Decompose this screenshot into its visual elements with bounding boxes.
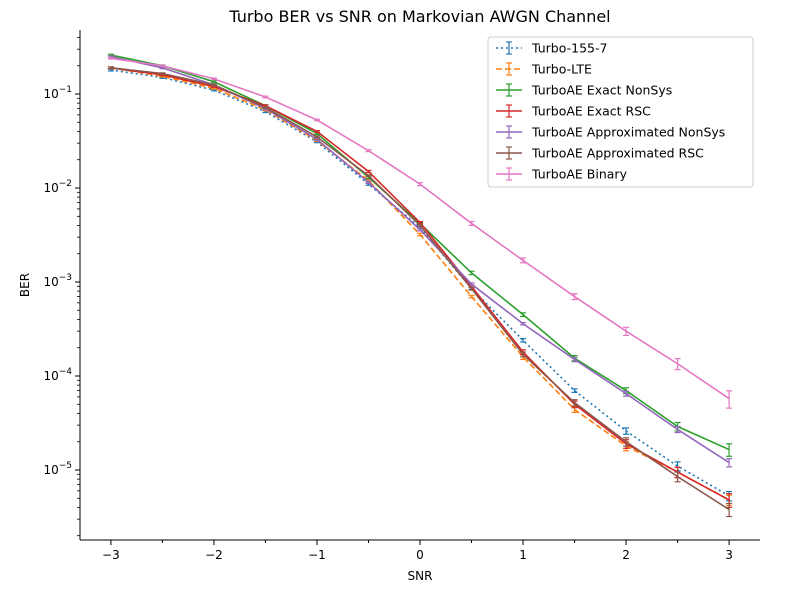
error-bar [571,293,578,301]
y-tick-label: 10−1 [43,85,72,101]
legend-item: TurboAE Exact NonSys [496,83,672,98]
legend-label: TurboAE Binary [531,167,628,182]
error-bar [210,80,217,84]
error-bar [365,174,372,178]
error-bar [468,294,475,299]
x-tick-label: −3 [102,548,120,562]
error-bar [210,77,217,81]
error-bar [313,130,320,133]
legend-label: TurboAE Exact RSC [531,104,651,119]
legend-item: TurboAE Binary [496,167,628,182]
error-bar [623,390,630,397]
error-bar [107,66,114,70]
error-bar [571,399,578,407]
error-bar [107,57,114,60]
error-bar [520,312,527,318]
error-bar [313,118,320,122]
error-bar [726,443,733,457]
error-bar [313,135,320,139]
error-bar [726,502,733,518]
y-ticks: 10−5 10−4 10−3 10−2 10−1 [43,37,80,537]
legend-label: TurboAE Exact NonSys [531,83,672,98]
legend-label: Turbo-155-7 [531,41,607,56]
x-tick-label: 2 [622,548,630,562]
error-bar [674,358,681,371]
legend-item: TurboAE Approximated NonSys [496,125,725,140]
error-bar [520,322,527,326]
error-bar [726,458,733,468]
y-axis-label: BER [18,273,32,297]
error-bar [159,72,166,75]
y-tick-label: 10−4 [43,367,72,383]
error-bar [468,286,475,291]
x-axis-label: SNR [408,569,433,583]
error-bar [520,351,527,358]
error-bar [210,83,217,87]
error-bar [623,427,630,435]
series-turboae-binary [107,57,733,409]
error-bar [674,425,681,434]
error-bar [468,220,475,227]
x-ticks: −3 −2 −1 0 1 2 3 [102,540,733,562]
error-bar [262,95,269,99]
plot-series [107,53,733,518]
chart-title: Turbo BER vs SNR on Markovian AWGN Chann… [228,7,610,26]
error-bar [674,471,681,483]
y-tick-label: 10−5 [43,461,72,477]
x-tick-label: 0 [416,548,424,562]
error-bar [623,437,630,447]
y-tick-label: 10−2 [43,179,72,195]
x-tick-label: −1 [308,548,326,562]
error-bar [623,326,630,337]
legend-item: TurboAE Exact RSC [496,104,651,119]
error-bar [726,390,733,409]
legend-label: TurboAE Approximated NonSys [531,125,725,140]
error-bar [159,64,166,67]
error-bar [468,270,475,276]
x-tick-label: −2 [205,548,223,562]
legend-item: TurboAE Approximated RSC [496,146,704,161]
legend-frame [487,36,754,188]
series-turboae-approximated-rsc [107,66,733,518]
error-bar [365,169,372,174]
y-tick-label: 10−3 [43,273,72,289]
error-bar [365,180,372,184]
legend-item: Turbo-155-7 [496,41,607,56]
legend-item: Turbo-LTE [496,62,592,77]
error-bar [417,182,423,187]
legend-label: TurboAE Approximated RSC [531,146,704,161]
error-bar [417,232,423,237]
error-bar [571,356,578,363]
error-bar [520,257,527,264]
x-tick-label: 3 [725,548,733,562]
error-bar [520,338,527,343]
legend-items: Turbo-155-7 Turbo-LTE TurboAE Exact NonSys… [496,41,725,182]
error-bar [365,149,372,153]
legend-label: Turbo-LTE [531,62,592,77]
x-tick-label: 1 [519,548,527,562]
error-bar [571,388,578,393]
error-bar [417,223,423,228]
legend: Turbo-155-7 Turbo-LTE TurboAE Exact NonSys… [487,36,754,188]
error-bar [262,105,269,109]
